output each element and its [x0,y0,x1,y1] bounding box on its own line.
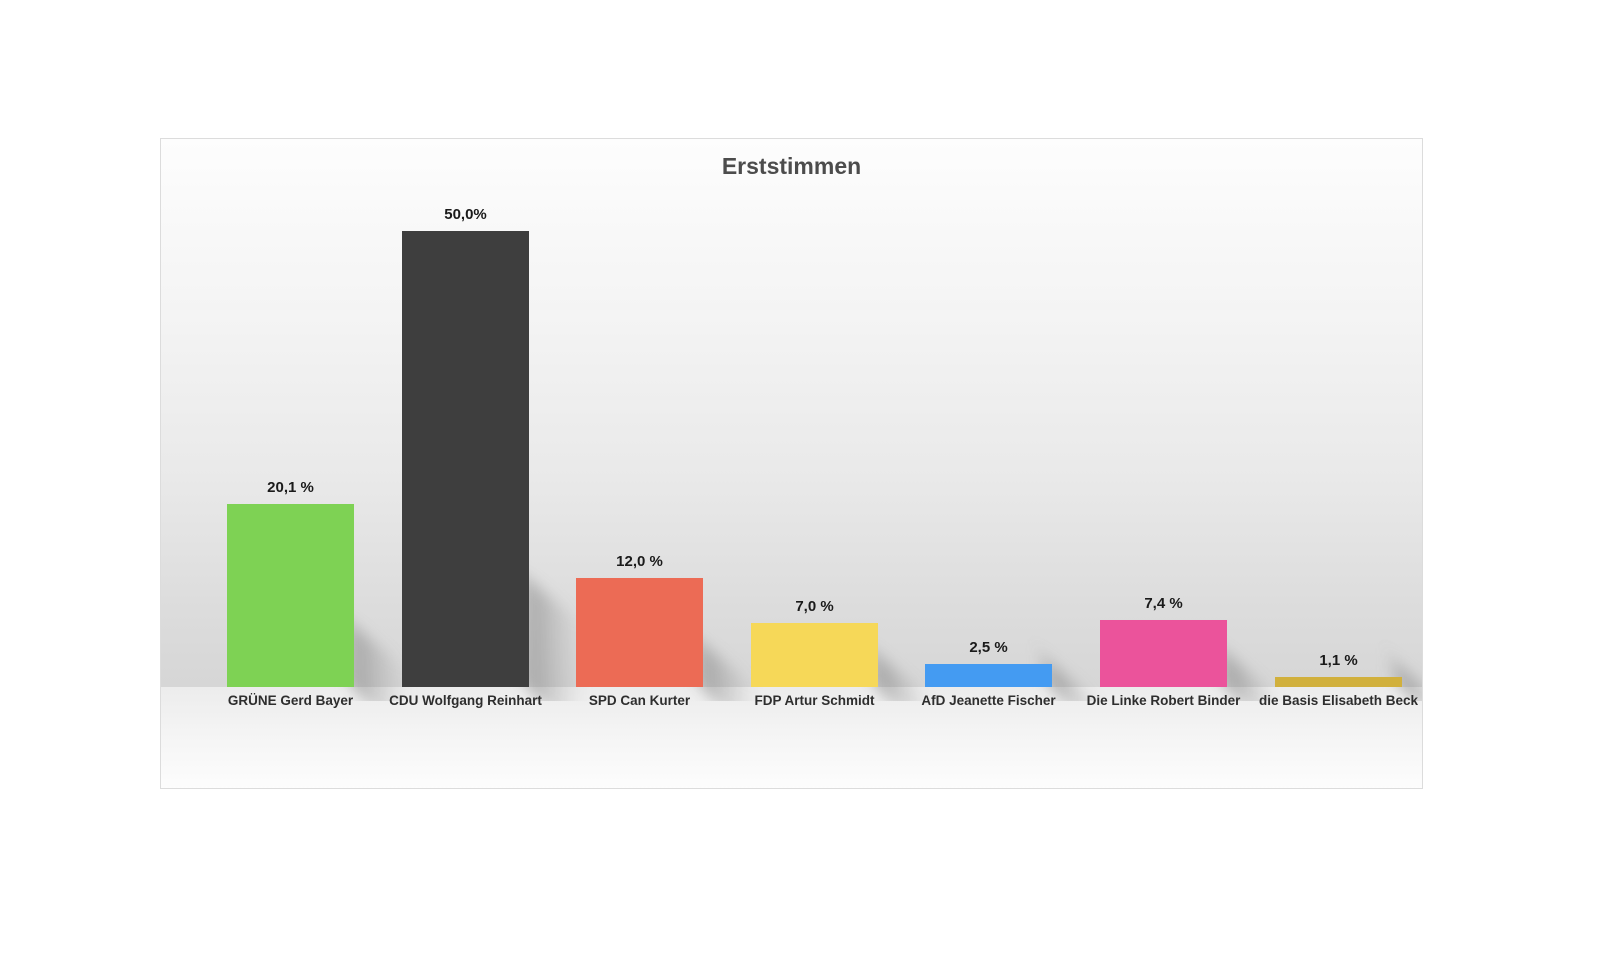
bar-fdp[interactable] [751,623,878,687]
value-label-afd: 2,5 % [969,639,1008,656]
bar-cdu[interactable] [402,231,529,687]
value-label-gruene: 20,1 % [267,479,314,496]
bar-gruene[interactable] [227,504,354,687]
bar-afd[interactable] [925,664,1052,687]
bar-die-linke[interactable] [1100,620,1227,687]
category-label-die-basis: die Basis Elisabeth Beck [1258,693,1419,708]
erststimmen-chart: 20,1 % GRÜNE Gerd Bayer 50,0% CDU Wolfgang … [160,138,1423,789]
bar-die-basis[interactable] [1275,677,1402,687]
plot-floor [161,687,1422,788]
value-label-cdu: 50,0% [444,206,487,223]
value-label-die-linke: 7,4 % [1144,595,1183,612]
category-label-die-linke: Die Linke Robert Binder [1086,693,1241,708]
value-label-fdp: 7,0 % [795,598,834,615]
category-label-cdu: CDU Wolfgang Reinhart [389,693,542,708]
value-label-spd: 12,0 % [616,553,663,570]
category-label-spd: SPD Can Kurter [588,693,691,708]
value-label-die-basis: 1,1 % [1319,652,1358,669]
category-label-gruene: GRÜNE Gerd Bayer [227,693,354,708]
category-label-fdp: FDP Artur Schmidt [754,693,875,708]
plot-wall [161,139,1422,687]
bar-spd[interactable] [576,578,703,687]
category-label-afd: AfD Jeanette Fischer [921,693,1056,708]
bars-layer: 20,1 % GRÜNE Gerd Bayer 50,0% CDU Wolfgang … [161,139,1422,788]
chart-title: Erststimmen [721,153,862,179]
